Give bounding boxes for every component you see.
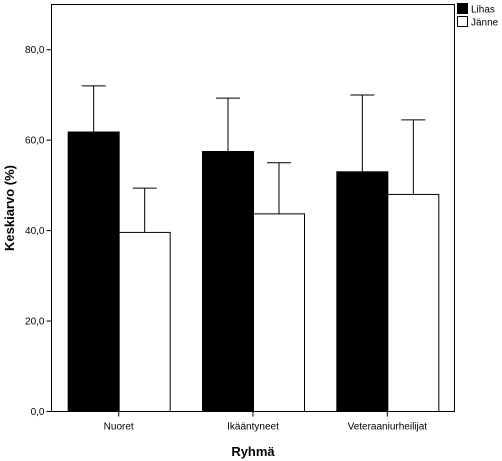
- legend-swatch: [457, 16, 468, 27]
- y-tick-label: 60,0: [25, 136, 45, 147]
- bar-lihas: [202, 150, 254, 412]
- legend-label: Lihas: [471, 5, 495, 16]
- legend: Lihas Jänne: [457, 3, 499, 29]
- y-tick-label: 20,0: [25, 317, 45, 328]
- x-tick-label: Ikääntyneet: [227, 422, 279, 433]
- y-tick-label: 80,0: [25, 45, 45, 56]
- bar-j-nne: [387, 193, 440, 412]
- y-axis-title: Keskiarvo (%): [2, 165, 17, 251]
- y-tick-label: 40,0: [25, 226, 45, 237]
- y-tick-label: 0,0: [31, 407, 45, 418]
- x-tick-label: Veteraaniurheilijat: [348, 422, 428, 433]
- legend-label: Jänne: [471, 18, 499, 29]
- bar-lihas: [336, 171, 389, 412]
- bar-lihas: [67, 131, 120, 412]
- x-tick-label: Nuoret: [104, 422, 134, 433]
- bar-j-nne: [253, 213, 305, 412]
- legend-swatch: [457, 3, 468, 14]
- bar-j-nne: [118, 231, 171, 412]
- x-axis-title: Ryhmä: [231, 444, 275, 459]
